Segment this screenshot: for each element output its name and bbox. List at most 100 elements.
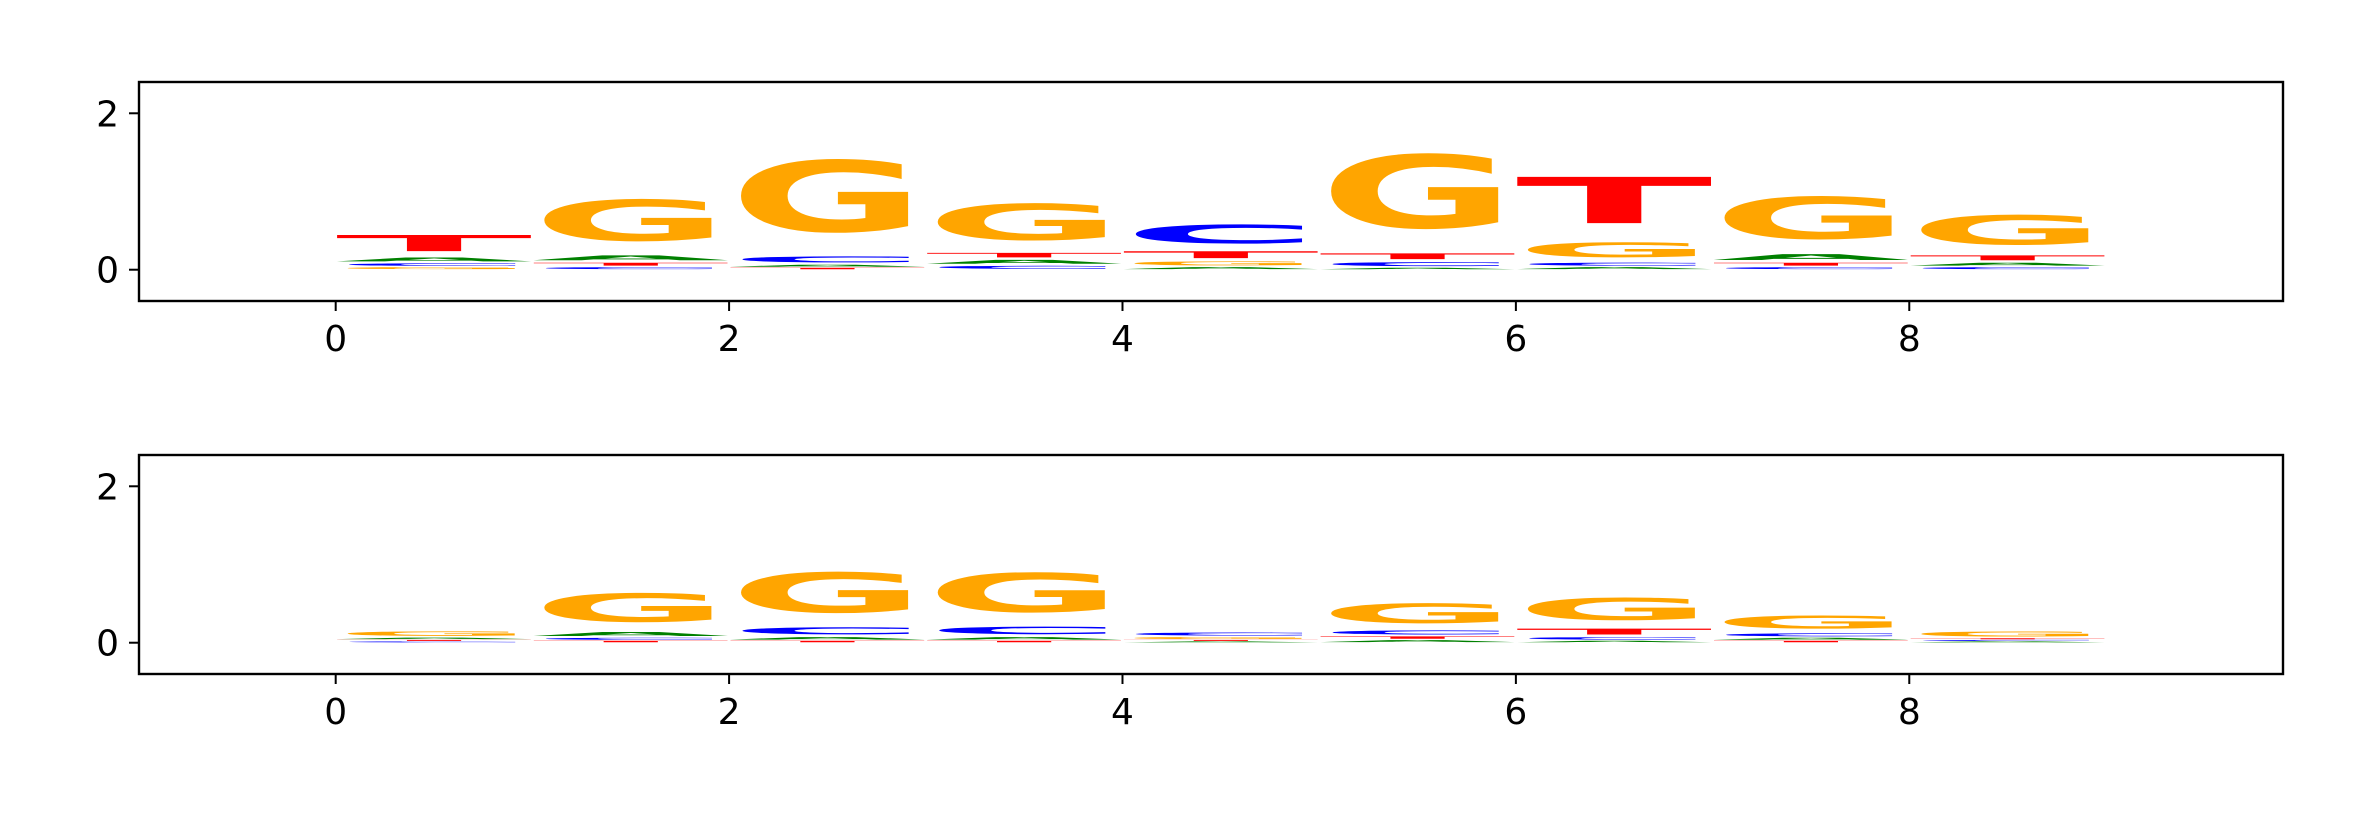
logo-letter-g: G (1319, 598, 1516, 629)
logo-letter-c: C (1516, 636, 1713, 640)
logo-letter-g: G (336, 267, 533, 270)
logo-letter-g: G (1516, 592, 1713, 627)
logo-letter-t: T (1122, 640, 1319, 642)
logo-letter-t: T (532, 262, 729, 267)
logo-letter-g: G (729, 562, 926, 626)
logo-letter-a: A (1319, 267, 1516, 269)
logo-letter-a: A (729, 264, 926, 267)
logo-letter-c: C (1122, 632, 1319, 637)
logo-letter-c: C (729, 626, 926, 637)
x-tick-label: 4 (1111, 319, 1134, 360)
logo-letter-a: A (1909, 641, 2106, 643)
logo-letter-t: T (1319, 252, 1516, 261)
logo-letter-a: A (1713, 637, 1910, 640)
logo-letter-t: T (1516, 164, 1713, 238)
logo-letter-g: G (1713, 612, 1910, 632)
logo-letter-t: T (926, 640, 1123, 642)
logo-letter-g: G (1909, 207, 2106, 254)
logo-letter-g: G (926, 562, 1123, 624)
logo-letter-a: A (532, 254, 729, 262)
logo-letter-c: C (336, 641, 533, 643)
logo-letter-g: G (926, 194, 1123, 252)
logo-letter-t: T (1713, 262, 1910, 267)
logo-letter-t: T (1122, 249, 1319, 260)
logo-letter-c: C (336, 263, 533, 267)
y-tick-label: 2 (96, 94, 119, 135)
x-tick-label: 6 (1504, 692, 1527, 733)
logo-letter-c: C (532, 267, 729, 270)
logo-letter-t: T (926, 252, 1123, 259)
logo-letter-c: C (729, 255, 926, 264)
logo-letter-t: T (336, 640, 533, 642)
logo-letter-a: A (729, 636, 926, 640)
logo-letter-c: C (1713, 633, 1910, 638)
logo-letter-t: T (532, 640, 729, 642)
logo-letter-t: T (729, 640, 926, 642)
logo-letter-g: G (532, 189, 729, 255)
logo-letter-g: G (729, 141, 926, 255)
logo-letter-c: C (1909, 267, 2106, 270)
logo-letter-t: T (1909, 638, 2106, 640)
logo-letter-a: A (1516, 640, 1713, 642)
logo-letter-c: C (1319, 261, 1516, 267)
logo-letter-c: C (1713, 267, 1910, 270)
logo-letter-c: C (1319, 629, 1516, 635)
axes-frame (137, 80, 2285, 303)
y-tick-label: 0 (96, 624, 119, 665)
logo-letter-a: A (1122, 641, 1319, 643)
y-tick-label: 2 (96, 467, 119, 508)
logo-letter-g: G (1122, 260, 1319, 266)
logo-letter-g: G (1319, 135, 1516, 251)
x-tick-label: 2 (718, 692, 741, 733)
logo-letter-a: A (1909, 262, 2106, 267)
logo-letter-a: A (1713, 253, 1910, 262)
logo-letter-g: G (1713, 186, 1910, 253)
logo-letter-a: A (1516, 267, 1713, 270)
x-tick-label: 2 (718, 319, 741, 360)
logo-letter-a: A (336, 256, 533, 262)
x-tick-label: 4 (1111, 692, 1134, 733)
logo-letter-c: C (1122, 220, 1319, 250)
logo-letter-a: A (532, 631, 729, 637)
x-tick-label: 8 (1898, 319, 1921, 360)
x-tick-label: 0 (324, 692, 347, 733)
y-tick-label: 0 (96, 251, 119, 292)
logo-letter-t: T (729, 267, 926, 269)
logo-letter-t: T (336, 231, 533, 257)
logo-letter-a: A (1319, 640, 1516, 643)
x-tick-label: 0 (324, 319, 347, 360)
x-tick-label: 6 (1504, 319, 1527, 360)
logo-letter-t: T (1713, 640, 1910, 642)
logo-letter-t: T (1319, 636, 1516, 640)
logo-letter-a: A (926, 636, 1123, 640)
logo-letter-c: C (1909, 640, 2106, 642)
x-tick-label: 8 (1898, 692, 1921, 733)
logo-letter-c: C (926, 625, 1123, 637)
logo-letter-a: A (336, 637, 533, 639)
logo-letter-g: G (532, 586, 729, 631)
logo-letter-a: A (926, 259, 1123, 265)
logo-letter-c: C (1516, 262, 1713, 267)
logo-letter-c: C (532, 637, 729, 640)
